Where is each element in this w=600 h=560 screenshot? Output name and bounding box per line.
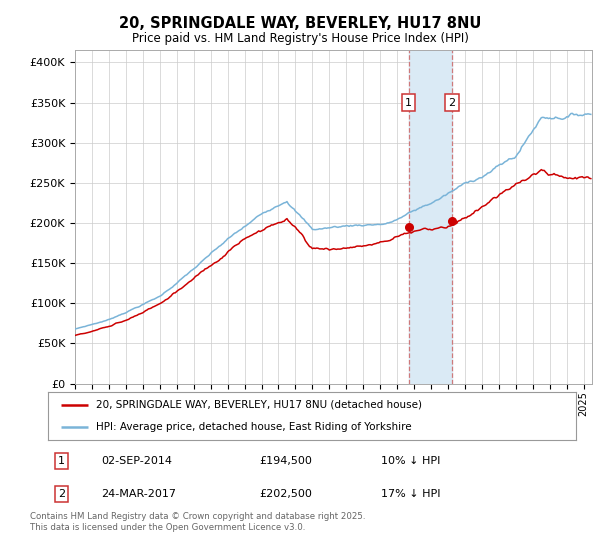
Text: 2: 2	[58, 489, 65, 499]
Text: HPI: Average price, detached house, East Riding of Yorkshire: HPI: Average price, detached house, East…	[95, 422, 411, 432]
Text: Contains HM Land Registry data © Crown copyright and database right 2025.
This d: Contains HM Land Registry data © Crown c…	[30, 512, 365, 532]
Text: 24-MAR-2017: 24-MAR-2017	[101, 489, 176, 499]
Text: 1: 1	[405, 97, 412, 108]
Text: 2: 2	[448, 97, 455, 108]
Text: 1: 1	[58, 456, 65, 466]
Text: £202,500: £202,500	[259, 489, 312, 499]
Text: 20, SPRINGDALE WAY, BEVERLEY, HU17 8NU (detached house): 20, SPRINGDALE WAY, BEVERLEY, HU17 8NU (…	[95, 400, 422, 410]
Text: 10% ↓ HPI: 10% ↓ HPI	[380, 456, 440, 466]
Text: £194,500: £194,500	[259, 456, 312, 466]
Bar	[409, 50, 452, 384]
Text: 02-SEP-2014: 02-SEP-2014	[101, 456, 172, 466]
Text: 20, SPRINGDALE WAY, BEVERLEY, HU17 8NU: 20, SPRINGDALE WAY, BEVERLEY, HU17 8NU	[119, 16, 481, 31]
Text: 17% ↓ HPI: 17% ↓ HPI	[380, 489, 440, 499]
Text: Price paid vs. HM Land Registry's House Price Index (HPI): Price paid vs. HM Land Registry's House …	[131, 32, 469, 45]
